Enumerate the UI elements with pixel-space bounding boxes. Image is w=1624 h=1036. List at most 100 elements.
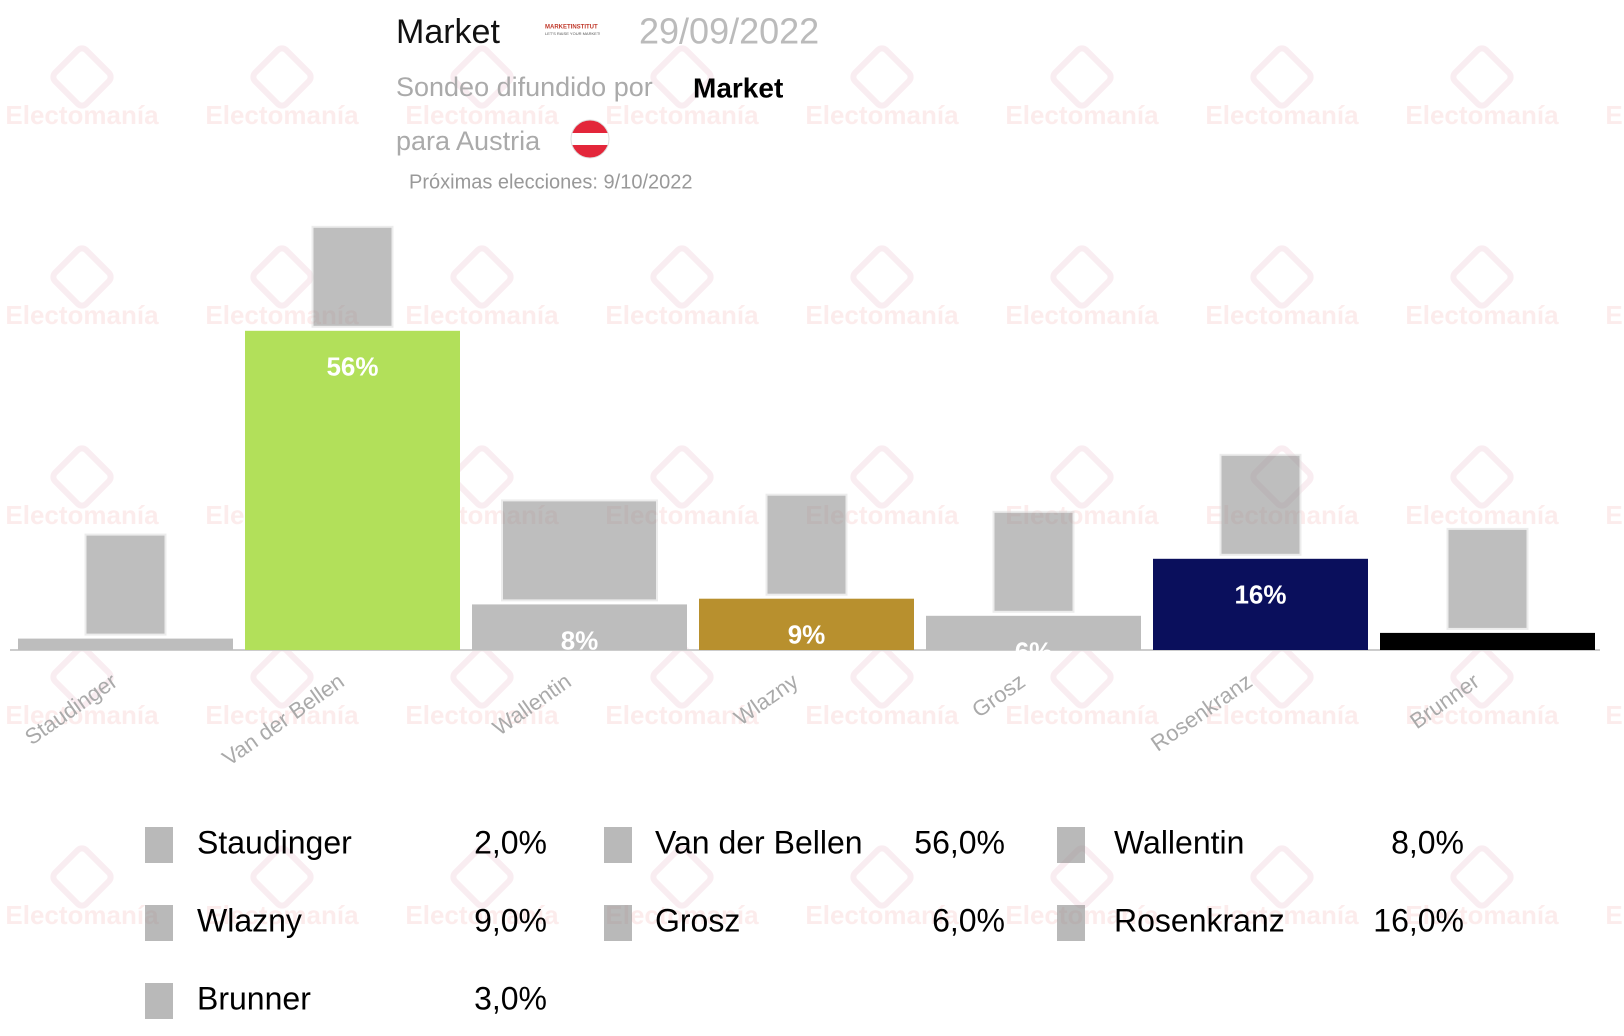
watermark-icon <box>1050 245 1114 309</box>
value-label: 56% <box>326 352 378 382</box>
watermark: Electomanía <box>1405 100 1559 130</box>
watermark-icon <box>1450 445 1514 509</box>
candidate-photo <box>501 499 658 602</box>
watermark: Electomanía <box>405 700 559 730</box>
watermark-icon <box>1450 645 1514 709</box>
watermark-icon <box>450 845 514 909</box>
watermark-icon <box>50 245 114 309</box>
legend-name: Rosenkranz <box>1114 902 1285 938</box>
watermark-icon <box>450 445 514 509</box>
candidate-photo <box>311 225 394 328</box>
legend-icon <box>604 827 632 863</box>
watermark-icon <box>1250 45 1314 109</box>
legend-icon <box>1057 827 1085 863</box>
watermark-icon <box>650 45 714 109</box>
candidate-photo <box>84 533 167 636</box>
watermark: Electomanía <box>5 100 159 130</box>
watermark: Electomanía <box>605 300 759 330</box>
watermark-icon <box>650 845 714 909</box>
legend-name: Brunner <box>197 980 311 1016</box>
legend-icon <box>145 983 173 1019</box>
title: Market <box>396 13 500 51</box>
legend-value: 56,0% <box>914 824 1005 860</box>
watermark: Electomanía <box>1005 700 1159 730</box>
legend-name: Van der Bellen <box>655 824 863 860</box>
watermark: Electomanía <box>405 900 559 930</box>
bar <box>1153 558 1368 650</box>
watermark-icon <box>1250 845 1314 909</box>
source: Market <box>693 72 783 103</box>
watermark: Electomanía <box>1005 300 1159 330</box>
watermark-icon <box>650 645 714 709</box>
watermark-icon <box>450 245 514 309</box>
candidate-photo <box>1446 527 1529 630</box>
legend: Staudinger 2,0% Van der Bellen 56,0% Wallent… <box>145 824 1464 1019</box>
bar <box>926 615 1141 650</box>
watermark: Electomanía <box>405 100 559 130</box>
watermark: Electomanía <box>405 300 559 330</box>
watermark: Electomanía <box>1605 900 1624 930</box>
watermark: Electomanía <box>1605 500 1624 530</box>
bar <box>18 638 233 650</box>
watermark-icon <box>650 245 714 309</box>
watermark: Electomanía <box>805 700 959 730</box>
watermark: Electomanía <box>605 700 759 730</box>
watermark-icon <box>250 245 314 309</box>
watermark-icon <box>450 45 514 109</box>
watermark: Electomanía <box>1405 700 1559 730</box>
watermark-icon <box>1450 245 1514 309</box>
logo-tagline: LET'S RAISE YOUR MARKET! <box>545 31 600 36</box>
watermark-icon <box>450 645 514 709</box>
watermark: Electomanía <box>1605 300 1624 330</box>
watermark: Electomanía <box>1205 300 1359 330</box>
watermark: Electomanía <box>5 900 159 930</box>
watermark-icon <box>250 45 314 109</box>
legend-icon <box>604 905 632 941</box>
watermark-icon <box>50 845 114 909</box>
watermark-icon <box>1250 645 1314 709</box>
date: 29/09/2022 <box>639 11 819 52</box>
watermark: Electomanía <box>5 500 159 530</box>
watermark: Electomanía <box>5 300 159 330</box>
watermark: Electomanía <box>1005 100 1159 130</box>
watermark-icon <box>250 845 314 909</box>
watermark-icon <box>1450 45 1514 109</box>
watermarks: Electomanía Electomanía Electomanía Electom… <box>5 45 1624 930</box>
watermark-icon <box>50 445 114 509</box>
bar <box>1380 632 1595 650</box>
watermark-icon <box>50 645 114 709</box>
watermark: Electomanía <box>1205 900 1359 930</box>
legend-icon <box>145 905 173 941</box>
legend-name: Wlazny <box>197 902 302 938</box>
watermark: Electomanía <box>205 700 359 730</box>
watermark-icon <box>1050 645 1114 709</box>
watermark: Electomanía <box>805 300 959 330</box>
watermark: Electomanía <box>1605 700 1624 730</box>
candidate-photo <box>992 510 1075 613</box>
watermark-icon <box>850 45 914 109</box>
source-prefix: Sondeo difundido por <box>396 72 653 102</box>
legend-value: 2,0% <box>474 824 547 860</box>
watermark-icon <box>1050 45 1114 109</box>
watermark: Electomanía <box>805 100 959 130</box>
watermark: Electomanía <box>1205 100 1359 130</box>
legend-value: 8,0% <box>1391 824 1464 860</box>
value-label: 16% <box>1234 580 1286 610</box>
watermark: Electomanía <box>1405 300 1559 330</box>
candidate-photo <box>765 493 848 596</box>
legend-value: 9,0% <box>474 902 547 938</box>
watermark-icon <box>50 45 114 109</box>
watermark: Electomanía <box>605 100 759 130</box>
legend-value: 16,0% <box>1373 902 1464 938</box>
watermark: Electomanía <box>805 900 959 930</box>
legend-name: Staudinger <box>197 824 352 860</box>
watermark-icon <box>1050 445 1114 509</box>
bar <box>472 604 687 650</box>
value-label: 9% <box>788 620 826 650</box>
watermark: Electomanía <box>205 100 359 130</box>
watermark: Electomanía <box>5 700 159 730</box>
watermark: Electomanía <box>1605 100 1624 130</box>
legend-icon <box>1057 905 1085 941</box>
